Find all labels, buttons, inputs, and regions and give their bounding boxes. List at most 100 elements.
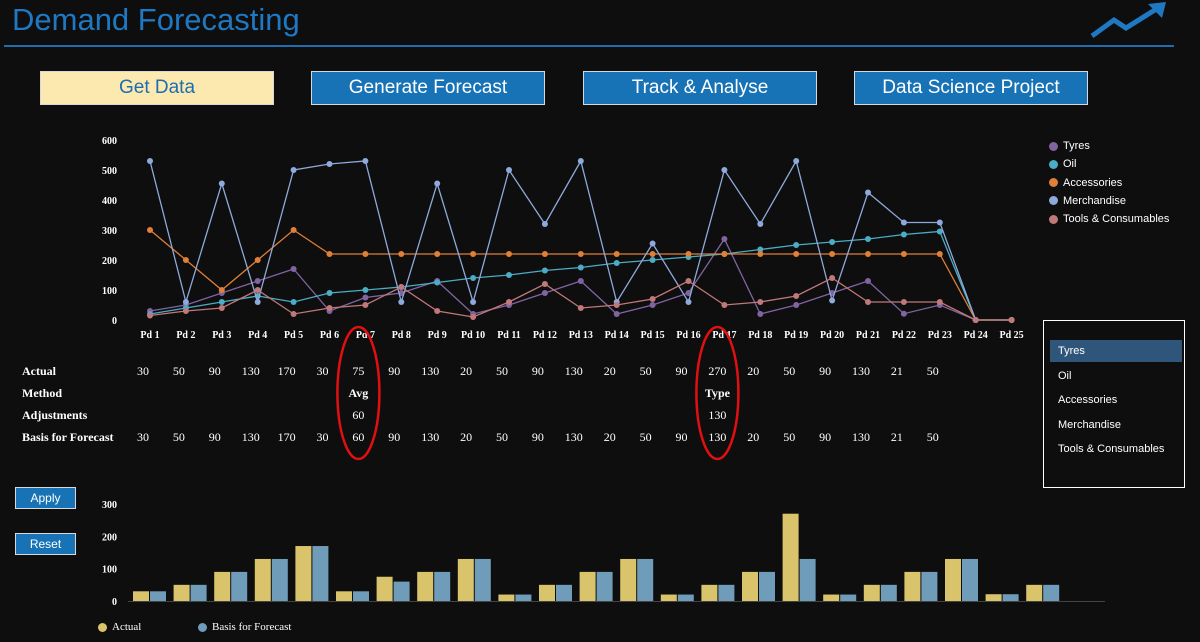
line-y-tick: 300	[102, 226, 117, 237]
legend-label: Tyres	[1063, 140, 1090, 152]
series-point	[757, 299, 764, 305]
series-point	[326, 305, 333, 311]
line-x-tick: Pd 19	[784, 330, 808, 341]
line-x-tick: Pd 3	[212, 330, 231, 341]
bar-basis	[231, 571, 248, 601]
table-cell: Avg	[348, 386, 369, 400]
table-cell: 130	[852, 430, 870, 444]
nav-button-get-data[interactable]: Get Data	[40, 71, 274, 105]
bar-actual	[945, 558, 961, 601]
table-cell: 21	[890, 430, 903, 444]
series-point	[936, 299, 943, 305]
line-x-tick: Pd 25	[1000, 330, 1024, 341]
series-point	[147, 312, 153, 319]
bar-chart: 0 100 200 300	[102, 500, 1105, 608]
bar-basis	[150, 591, 166, 601]
reset-button[interactable]: Reset	[15, 533, 76, 555]
slicer-item-oil[interactable]: Oil	[1058, 369, 1072, 382]
series-point	[541, 221, 548, 227]
bar-basis	[921, 571, 938, 601]
title-divider	[4, 45, 1174, 47]
line-x-tick: Pd 20	[820, 330, 844, 341]
table-row-label: Actual	[22, 364, 56, 378]
line-x-tick: Pd 8	[392, 330, 411, 341]
table-cell: 50	[496, 364, 508, 378]
series-point	[541, 267, 548, 274]
line-x-tick: Pd 17	[712, 330, 736, 341]
table-cell: 30	[137, 364, 149, 378]
legend-item: Tools & Consumables	[1049, 213, 1169, 225]
series-point	[721, 251, 728, 257]
series-point	[506, 299, 512, 305]
series-point	[254, 257, 261, 263]
bar-actual	[539, 584, 555, 601]
table-cell: 30	[316, 364, 329, 378]
series-point	[254, 299, 261, 305]
series-point	[218, 299, 225, 305]
series-point	[398, 299, 405, 305]
line-x-tick: Pd 13	[569, 330, 593, 341]
table-cell: 130	[421, 430, 440, 444]
table-cell: 90	[531, 430, 544, 444]
line-x-tick: Pd 16	[676, 330, 700, 341]
table-cell: 130	[852, 364, 870, 378]
slicer-item-tyres[interactable]: Tyres	[1050, 340, 1182, 362]
series-point	[900, 231, 907, 238]
nav-button-generate-forecast[interactable]: Generate Forecast	[311, 71, 545, 105]
bar-y-tick: 100	[102, 565, 117, 576]
table-cell[interactable]: 130	[708, 408, 727, 422]
nav-button-data-science-project[interactable]: Data Science Project	[854, 71, 1088, 105]
table-cell: 90	[675, 364, 688, 378]
bar-actual	[498, 594, 515, 601]
slicer-item-tools-consumables[interactable]: Tools & Consumables	[1058, 443, 1165, 455]
line-x-tick: Pd 22	[892, 330, 916, 341]
series-point	[972, 317, 979, 323]
series-point	[434, 308, 441, 314]
series-point	[900, 251, 907, 257]
bar-basis	[962, 558, 978, 601]
table-cell: 50	[496, 430, 508, 444]
slicer-item-accessories[interactable]: Accessories	[1058, 394, 1118, 406]
slicer-item-merchandise[interactable]: Merchandise	[1058, 418, 1121, 431]
line-x-tick: Pd 4	[248, 330, 267, 341]
series-point	[721, 302, 728, 308]
series-point	[1008, 317, 1015, 323]
bar-actual	[782, 513, 799, 601]
series-point	[254, 278, 261, 284]
table-cell: 20	[603, 430, 616, 444]
apply-button[interactable]: Apply	[15, 487, 76, 509]
series-point	[398, 251, 405, 257]
bar-basis	[271, 558, 288, 601]
table-cell: 75	[352, 364, 365, 378]
series-point	[326, 251, 333, 257]
series-point	[182, 299, 189, 305]
bar-actual	[417, 571, 434, 601]
series-point	[865, 236, 871, 242]
legend-marker	[1049, 141, 1058, 151]
series-point	[936, 219, 943, 226]
bar-basis	[880, 584, 897, 601]
nav-button-track-analyse[interactable]: Track & Analyse	[583, 71, 817, 105]
series-point	[649, 296, 656, 302]
line-x-tick: Pd 11	[497, 330, 521, 341]
table-cell: 130	[241, 364, 260, 378]
series-point	[649, 302, 656, 308]
series-point	[254, 287, 261, 293]
line-x-tick: Pd 10	[461, 330, 485, 341]
table-cell: 50	[783, 364, 796, 378]
bar-actual	[1026, 584, 1043, 601]
bar-basis	[1002, 594, 1019, 601]
table-cell[interactable]: 60	[352, 408, 365, 422]
table-cell: 130	[241, 430, 260, 444]
series-point	[218, 180, 225, 187]
legend-item: Merchandise	[1049, 195, 1126, 207]
series-point	[757, 311, 764, 317]
line-x-tick: Pd 9	[428, 330, 447, 341]
bar-basis	[1043, 584, 1060, 601]
bar-actual	[173, 584, 190, 601]
table-cell: 30	[137, 430, 149, 444]
bar-actual	[823, 594, 840, 601]
line-x-tick: Pd 2	[176, 330, 195, 341]
series-point	[685, 251, 692, 257]
bar-y-tick: 300	[102, 500, 117, 511]
